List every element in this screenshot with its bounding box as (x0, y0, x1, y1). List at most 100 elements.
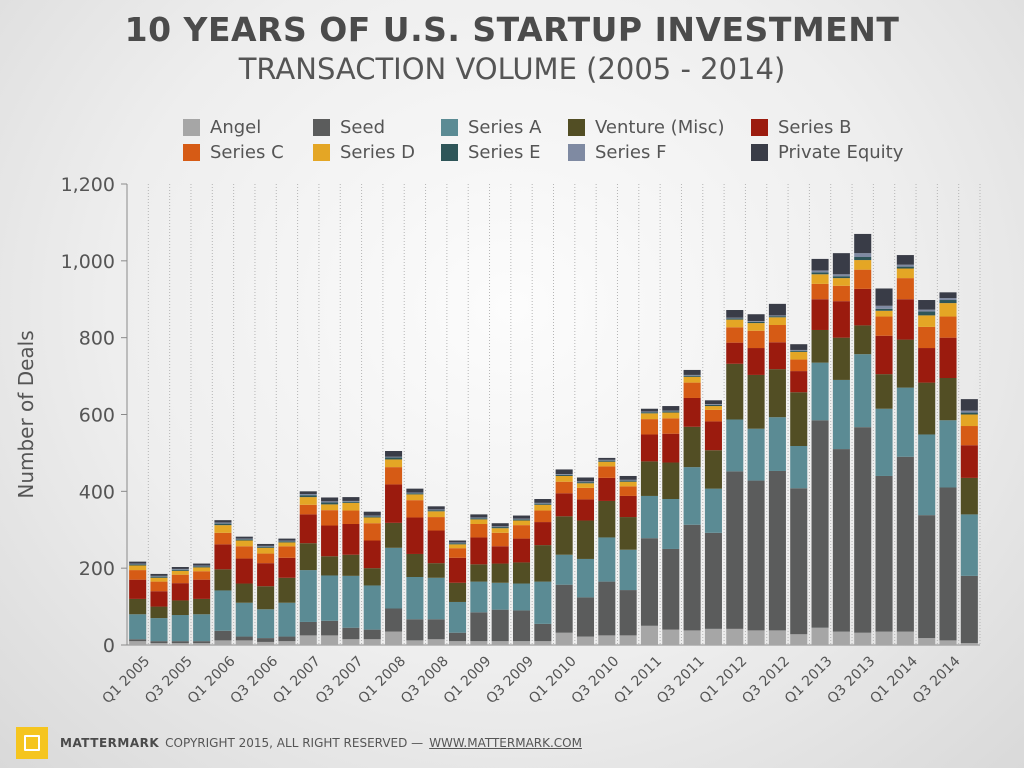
bar-segment (449, 601, 467, 633)
bar-segment (854, 427, 872, 633)
bar-segment (193, 567, 211, 572)
bar-segment (918, 311, 936, 316)
bar-segment (896, 264, 914, 267)
bar-segment (790, 350, 808, 352)
bar-segment (257, 547, 275, 554)
bar-segment (299, 514, 317, 544)
bar-segment (832, 278, 850, 286)
bar-segment (640, 461, 658, 496)
bar-segment (662, 629, 680, 645)
bar-segment (960, 477, 978, 515)
bar-segment (299, 543, 317, 571)
bar-segment (449, 632, 467, 642)
bar-segment (854, 256, 872, 261)
bar-segment (299, 621, 317, 636)
bar-segment (832, 631, 850, 645)
bar-segment (321, 502, 339, 505)
bar-segment (939, 292, 957, 299)
bar-segment (683, 382, 701, 398)
bar-segment (875, 305, 893, 309)
bar-segment (385, 467, 403, 485)
bar-segment (726, 317, 744, 319)
bar-segment (385, 608, 403, 632)
bar-segment (235, 539, 253, 541)
bar-segment (512, 515, 531, 519)
bar-segment (704, 450, 722, 489)
bar-segment (214, 569, 232, 591)
bar-segment (193, 579, 211, 599)
bar-segment (640, 625, 658, 645)
bar-segment (555, 475, 573, 482)
bar-segment (299, 494, 317, 496)
bar-segment (747, 321, 765, 322)
bar-segment (470, 519, 488, 524)
bar-segment (321, 510, 339, 526)
bar-segment (427, 563, 445, 578)
bar-segment (726, 318, 744, 320)
bar-segment (512, 519, 531, 521)
bar-segment (704, 628, 722, 645)
bar-segment (534, 503, 552, 505)
bar-segment (171, 569, 189, 571)
bar-segment (150, 641, 168, 644)
bar-segment (960, 399, 978, 411)
bar-segment (598, 635, 616, 645)
bar-segment (278, 542, 296, 547)
bar-segment (257, 638, 275, 642)
bar-segment (321, 556, 339, 576)
bar-segment (257, 563, 275, 587)
bar-segment (427, 517, 445, 531)
bar-segment (385, 459, 403, 468)
bar-segment (918, 315, 936, 327)
chart-legend: Angel Seed Series A Venture (Misc) Series B S… (183, 116, 943, 166)
bar-segment (768, 317, 786, 325)
bar-segment (790, 446, 808, 489)
footer-link[interactable]: WWW.MATTERMARK.COM (429, 736, 582, 750)
bar-segment (896, 278, 914, 300)
chart-subtitle: TRANSACTION VOLUME (2005 - 2014) (238, 52, 786, 86)
y-tick-label: 1,000 (61, 251, 115, 273)
bar-segment (150, 575, 168, 577)
bar-segment (406, 500, 424, 518)
bar-segment (704, 406, 722, 410)
bar-segment (726, 471, 744, 629)
bar-segment (129, 563, 147, 565)
bar-segment (235, 636, 253, 641)
bar-segment (918, 434, 936, 516)
bar-segment (875, 408, 893, 476)
bar-segment (875, 374, 893, 409)
bar-segment (555, 554, 573, 585)
bar-segment (683, 376, 701, 383)
bar-segment (449, 544, 467, 549)
bar-segment (918, 326, 936, 349)
bar-segment (555, 584, 573, 633)
bar-segment (491, 563, 509, 583)
bar-segment (704, 400, 722, 405)
bar-segment (811, 283, 829, 300)
bar-segment (619, 590, 637, 636)
bar-segment (171, 583, 189, 601)
bar-segment (790, 349, 808, 351)
bar-segment (193, 598, 211, 615)
bar-segment (299, 635, 317, 645)
bar-segment (470, 537, 488, 565)
bar-segment (470, 517, 488, 519)
bar-segment (598, 500, 616, 538)
bar-segment (854, 260, 872, 270)
bar-segment (619, 479, 637, 481)
bar-segment (470, 523, 488, 538)
bar-segment (896, 631, 914, 645)
bar-segment (534, 641, 552, 645)
bar-segment (683, 374, 701, 376)
bar-segment (768, 324, 786, 343)
bar-segment (640, 412, 658, 414)
legend-swatch (441, 118, 458, 136)
bar-segment (214, 522, 232, 524)
bar-segment (150, 606, 168, 619)
bar-segment (299, 570, 317, 622)
bar-segment (768, 303, 786, 316)
bar-segment (406, 640, 424, 645)
bar-segment (427, 510, 445, 512)
bar-segment (918, 348, 936, 383)
